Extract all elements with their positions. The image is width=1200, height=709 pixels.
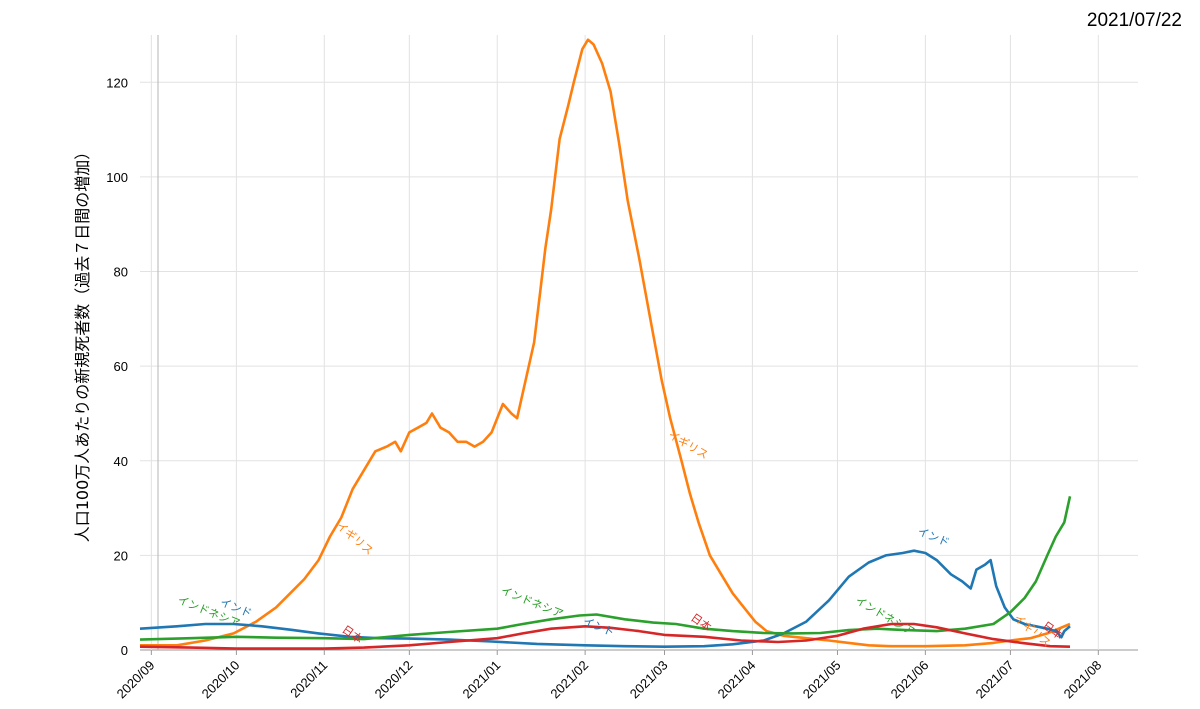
series-line-1 (139, 549, 1071, 648)
x-tick-label: 2020/11 (287, 658, 330, 701)
y-tick-label: 100 (106, 170, 128, 185)
x-tick-label: 2020/09 (114, 658, 158, 702)
x-tick-label: 2020/10 (199, 658, 243, 702)
date-label: 2021/07/22 (1086, 10, 1182, 31)
x-tick-label: 2021/03 (627, 658, 671, 702)
x-tick-label: 2021/06 (888, 658, 932, 702)
series-label: イギリス (334, 519, 376, 557)
x-tick-label: 2021/02 (547, 658, 591, 702)
x-tick-label: 2021/08 (1061, 658, 1105, 702)
series-label: 日本 (688, 610, 714, 634)
y-tick-label: 120 (106, 75, 128, 90)
x-tick-label: 2021/07 (973, 658, 1017, 702)
series-lines (139, 38, 1072, 650)
y-tick-label: 0 (121, 643, 128, 658)
series-line-2 (139, 496, 1072, 641)
series-label: インド (916, 525, 951, 549)
y-tick-label: 40 (114, 454, 128, 469)
y-tick-label: 80 (114, 265, 128, 280)
y-axis-label: 人口100万人あたりの新規死者数（過去７日間の増加） (73, 144, 92, 543)
x-tick-label: 2020/12 (372, 658, 416, 702)
series-line-3 (139, 622, 1071, 650)
x-tick-label: 2021/04 (715, 658, 759, 702)
y-tick-label: 60 (114, 359, 128, 374)
x-tick-label: 2021/01 (460, 658, 504, 702)
y-tick-label: 20 (114, 548, 128, 563)
series-label: インドネシア (853, 594, 917, 638)
x-tick-label: 2021/05 (800, 658, 844, 702)
axes: 0 20 40 60 80 100 120 2020/09 2020/10 2020/11 2020… (106, 35, 1104, 701)
series-line-0 (140, 38, 1071, 648)
grid (140, 35, 1138, 651)
series-label: インドネシア (499, 584, 565, 621)
series-label: インド (581, 615, 616, 639)
series-label: 日本 (340, 622, 366, 646)
series-label: イギリス (666, 428, 711, 461)
